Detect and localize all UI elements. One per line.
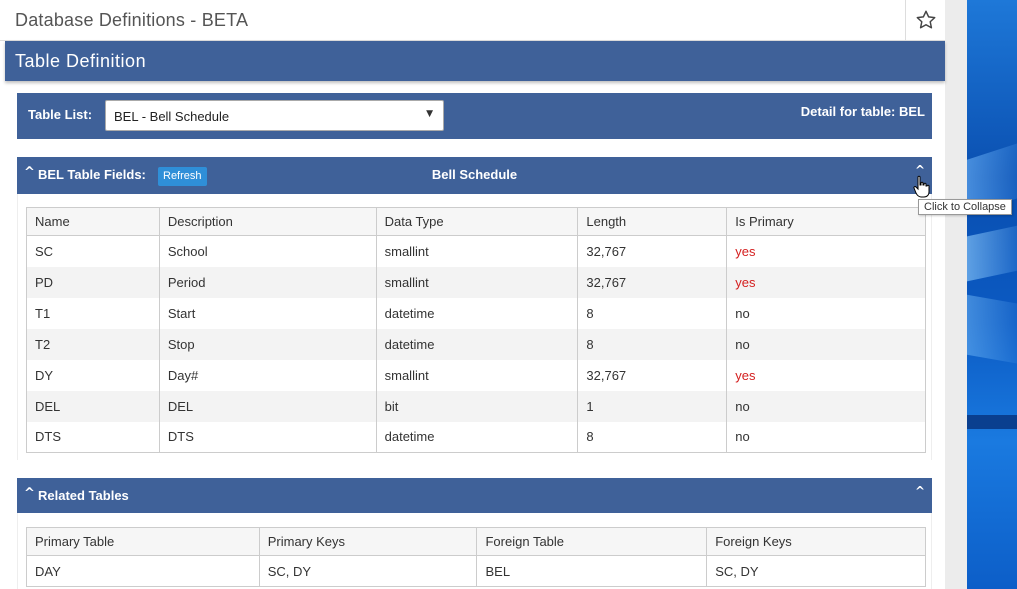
cell-length: 32,767 <box>577 235 728 267</box>
table-row[interactable]: DAY SC, DY BEL SC, DY <box>26 555 926 587</box>
fields-panel-title: BEL Table Fields: <box>38 167 146 182</box>
cell-primary-keys: SC, DY <box>258 555 478 587</box>
page-gutter <box>945 0 967 589</box>
related-panel-header[interactable]: ^ Related Tables ^ <box>17 478 932 513</box>
cell-data-type: datetime <box>375 421 579 453</box>
cell-is-primary: yes <box>726 266 926 298</box>
desktop-background <box>967 0 1017 589</box>
fields-panel-header[interactable]: ^ BEL Table Fields: Refresh Bell Schedul… <box>17 157 932 194</box>
cell-data-type: smallint <box>375 266 579 298</box>
table-list-select[interactable]: BEL - Bell Schedule ▼ <box>105 100 444 131</box>
table-header-row: Name Description Data Type Length Is Primary <box>26 207 926 236</box>
cell-name: PD <box>26 266 160 298</box>
section-title: Table Definition <box>15 51 147 71</box>
cell-description: Period <box>158 266 377 298</box>
table-list-label: Table List: <box>28 107 93 122</box>
column-header-primary-keys: Primary Keys <box>258 527 478 556</box>
refresh-button[interactable]: Refresh <box>158 167 207 186</box>
cell-description: Start <box>158 297 377 329</box>
cell-length: 8 <box>577 421 728 453</box>
cell-length: 8 <box>577 297 728 329</box>
column-header-description: Description <box>158 207 377 236</box>
cell-is-primary: no <box>726 328 926 360</box>
cell-name: DTS <box>26 421 160 453</box>
table-row[interactable]: DY Day# smallint 32,767 yes <box>26 359 926 391</box>
table-row[interactable]: DEL DEL bit 1 no <box>26 390 926 422</box>
related-panel-body: Primary Table Primary Keys Foreign Table Fo… <box>17 513 932 589</box>
collapse-icon[interactable]: ^ <box>914 484 925 498</box>
cell-name: DEL <box>26 390 160 422</box>
cell-data-type: datetime <box>375 328 579 360</box>
cell-name: SC <box>26 235 160 267</box>
column-header-foreign-table: Foreign Table <box>476 527 708 556</box>
caret-up-icon: ^ <box>24 165 35 180</box>
detail-label: Detail for table: BEL <box>800 104 925 119</box>
dropdown-caret-icon: ▼ <box>426 109 433 119</box>
cell-is-primary: no <box>726 390 926 422</box>
cell-foreign-table: BEL <box>476 555 708 587</box>
cell-description: Day# <box>158 359 377 391</box>
cell-length: 1 <box>577 390 728 422</box>
app-title: Database Definitions - BETA <box>15 10 249 30</box>
cell-is-primary: yes <box>726 235 926 267</box>
app-header: Database Definitions - BETA <box>0 0 945 41</box>
column-header-data-type: Data Type <box>375 207 579 236</box>
cell-length: 8 <box>577 328 728 360</box>
cell-foreign-keys: SC, DY <box>706 555 926 587</box>
cell-is-primary: no <box>726 297 926 329</box>
column-header-name: Name <box>26 207 160 236</box>
cell-name: T1 <box>26 297 160 329</box>
cell-primary-table: DAY <box>26 555 260 587</box>
cell-data-type: bit <box>375 390 579 422</box>
table-list-bar: Table List: BEL - Bell Schedule ▼ Detail… <box>17 93 932 139</box>
table-row[interactable]: T1 Start datetime 8 no <box>26 297 926 329</box>
cell-name: T2 <box>26 328 160 360</box>
table-list-selected-value: BEL - Bell Schedule <box>114 109 230 124</box>
related-table: Primary Table Primary Keys Foreign Table Fo… <box>26 527 926 587</box>
collapse-tooltip: Click to Collapse <box>918 199 1012 215</box>
column-header-length: Length <box>577 207 728 236</box>
cell-name: DY <box>26 359 160 391</box>
related-panel-title: Related Tables <box>38 488 129 503</box>
cell-description: Stop <box>158 328 377 360</box>
cell-length: 32,767 <box>577 359 728 391</box>
cell-description: DTS <box>158 421 377 453</box>
fields-panel-body: Name Description Data Type Length Is Primary… <box>17 194 932 460</box>
section-header: Table Definition <box>5 41 945 81</box>
caret-up-icon: ^ <box>24 486 35 501</box>
column-header-primary-table: Primary Table <box>26 527 260 556</box>
cell-data-type: datetime <box>375 297 579 329</box>
collapse-icon[interactable]: ^ <box>914 163 925 177</box>
cell-length: 32,767 <box>577 266 728 298</box>
table-row[interactable]: T2 Stop datetime 8 no <box>26 328 926 360</box>
column-header-is-primary: Is Primary <box>726 207 926 236</box>
table-description: Bell Schedule <box>431 167 518 182</box>
column-header-foreign-keys: Foreign Keys <box>706 527 926 556</box>
cell-is-primary: yes <box>726 359 926 391</box>
cell-data-type: smallint <box>375 235 579 267</box>
table-row[interactable]: PD Period smallint 32,767 yes <box>26 266 926 298</box>
cell-description: School <box>158 235 377 267</box>
cell-is-primary: no <box>726 421 926 453</box>
favorite-button[interactable] <box>905 0 945 40</box>
table-header-row: Primary Table Primary Keys Foreign Table Fo… <box>26 527 926 556</box>
hand-cursor-icon <box>913 175 930 198</box>
star-icon <box>916 10 935 29</box>
fields-table: Name Description Data Type Length Is Primary… <box>26 207 926 453</box>
cell-data-type: smallint <box>375 359 579 391</box>
cell-description: DEL <box>158 390 377 422</box>
table-row[interactable]: SC School smallint 32,767 yes <box>26 235 926 267</box>
table-row[interactable]: DTS DTS datetime 8 no <box>26 421 926 453</box>
